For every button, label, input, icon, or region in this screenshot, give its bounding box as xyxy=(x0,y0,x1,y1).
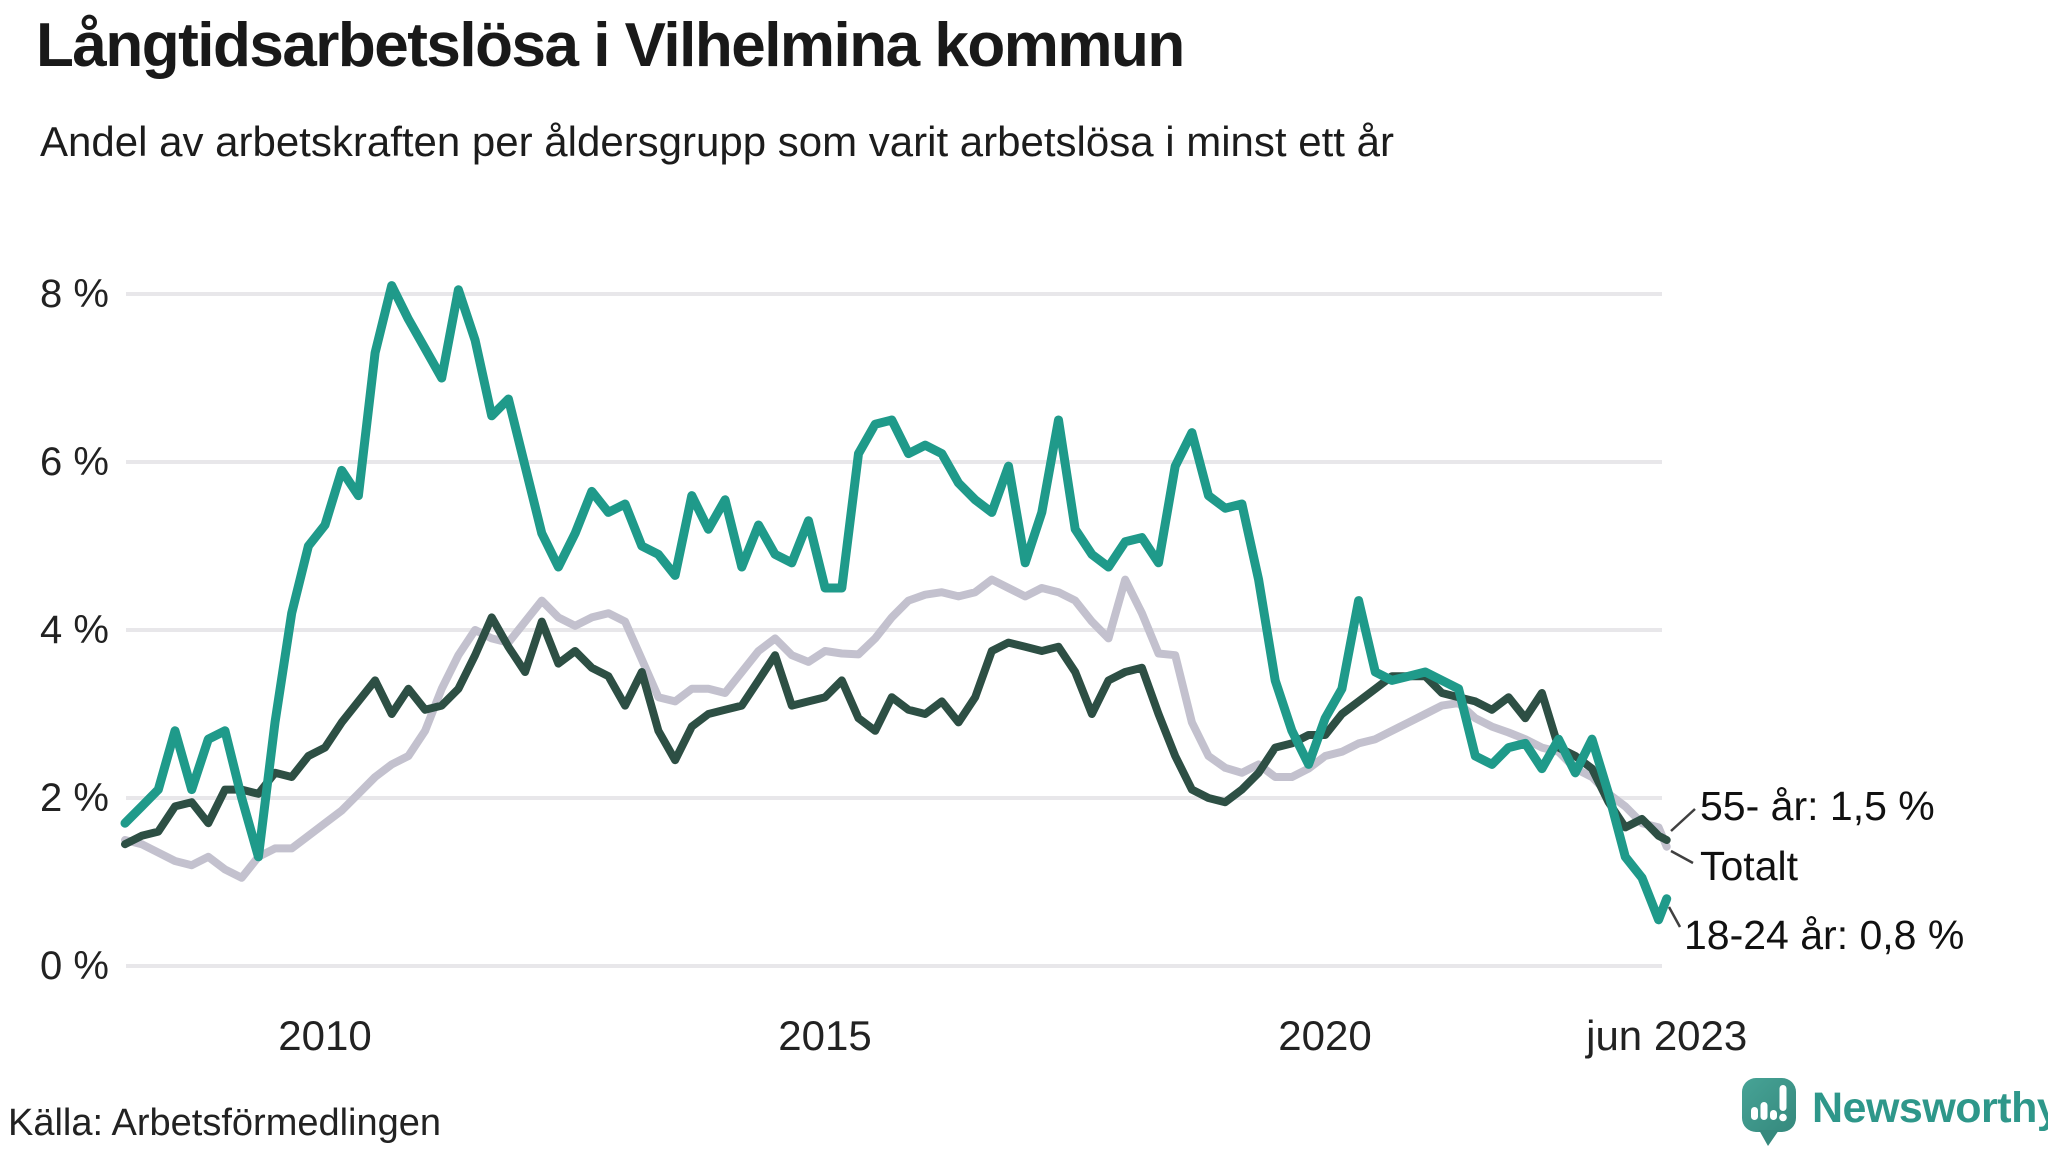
end-label-55--år: 55- år: 1,5 % xyxy=(1700,783,1935,829)
annotation-connector-55--år xyxy=(1670,808,1696,832)
y-tick-label: 4 % xyxy=(40,608,109,652)
source-note: Källa: Arbetsförmedlingen xyxy=(8,1102,442,1144)
newsworthy-logo: Newsworthy xyxy=(1740,1076,2048,1148)
end-label-18-24-år: 18-24 år: 0,8 % xyxy=(1684,912,1964,958)
chart-title: Långtidsarbetslösa i Vilhelmina kommun xyxy=(36,11,1185,80)
x-tick-label: 2010 xyxy=(278,1012,371,1059)
series-line-18-24-år xyxy=(120,281,1672,925)
x-tick-label: 2015 xyxy=(778,1012,871,1059)
series-line-55--år xyxy=(121,613,1671,849)
newsworthy-wordmark: Newsworthy xyxy=(1812,1083,2048,1132)
y-tick-label: 2 % xyxy=(40,776,109,820)
series-line-Totalt xyxy=(121,575,1671,882)
annotation-connector-18-24-år xyxy=(1667,906,1682,928)
y-tick-label: 0 % xyxy=(40,944,109,988)
y-tick-label: 8 % xyxy=(40,272,109,316)
end-label-Totalt: Totalt xyxy=(1700,843,1799,889)
x-tick-label: jun 2023 xyxy=(1584,1012,1747,1059)
newsworthy-icon xyxy=(1742,1078,1796,1146)
x-tick-label: 2020 xyxy=(1278,1012,1371,1059)
y-tick-label: 6 % xyxy=(40,440,109,484)
annotation-connector-Totalt xyxy=(1670,849,1694,865)
chart-subtitle: Andel av arbetskraften per åldersgrupp s… xyxy=(40,118,1394,165)
